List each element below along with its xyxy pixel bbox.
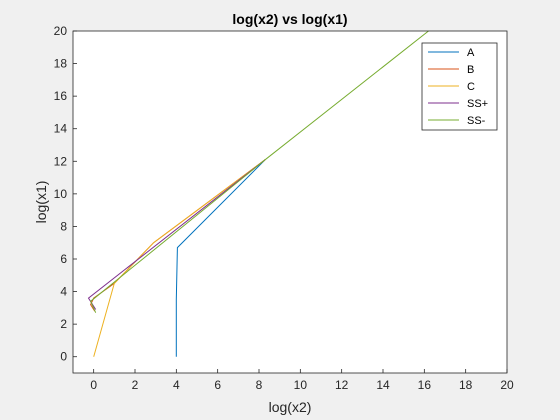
legend-label: A: [467, 47, 475, 59]
y-tick-label: 8: [60, 219, 67, 233]
y-tick-label: 20: [54, 24, 68, 38]
x-tick-label: 8: [256, 378, 263, 392]
x-tick-label: 10: [294, 378, 308, 392]
x-tick-label: 16: [418, 378, 432, 392]
x-tick-label: 20: [500, 378, 514, 392]
x-tick-label: 6: [214, 378, 221, 392]
legend-label: B: [467, 64, 474, 76]
x-tick-label: 18: [459, 378, 473, 392]
legend-label: C: [467, 81, 475, 93]
y-tick-label: 4: [60, 285, 67, 299]
legend-label: SS+: [467, 98, 488, 110]
legend-label: SS-: [467, 115, 486, 127]
y-tick-label: 6: [60, 252, 67, 266]
y-axis-label: log(x1): [33, 181, 49, 224]
y-tick-label: 16: [54, 89, 68, 103]
x-tick-label: 12: [335, 378, 349, 392]
y-ticks: 0 2 4 6 8 10 12 14 16 18 20: [54, 24, 77, 364]
x-tick-label: 14: [376, 378, 390, 392]
series-line-ss-3: [87, 159, 266, 310]
chart-title: log(x2) vs log(x1): [232, 11, 347, 27]
x-tick-label: 4: [173, 378, 180, 392]
series-layer: [87, 30, 429, 357]
series-line-ss-4: [89, 30, 429, 313]
x-axis-label: log(x2): [269, 399, 312, 415]
series-line-a-0: [175, 159, 266, 357]
y-tick-label: 0: [60, 350, 67, 364]
plot-box: [72, 30, 508, 374]
x-ticks: 0 2 4 6 8 10 12 14 16 18 20: [90, 369, 514, 392]
x-tick-label: 0: [90, 378, 97, 392]
x-tick-label: 2: [132, 378, 139, 392]
y-tick-label: 18: [54, 57, 68, 71]
y-tick-label: 14: [54, 122, 68, 136]
legend[interactable]: ABC SS+ SS-: [421, 42, 498, 131]
y-tick-label: 10: [54, 187, 68, 201]
y-tick-label: 2: [60, 317, 67, 331]
y-tick-label: 12: [54, 154, 68, 168]
